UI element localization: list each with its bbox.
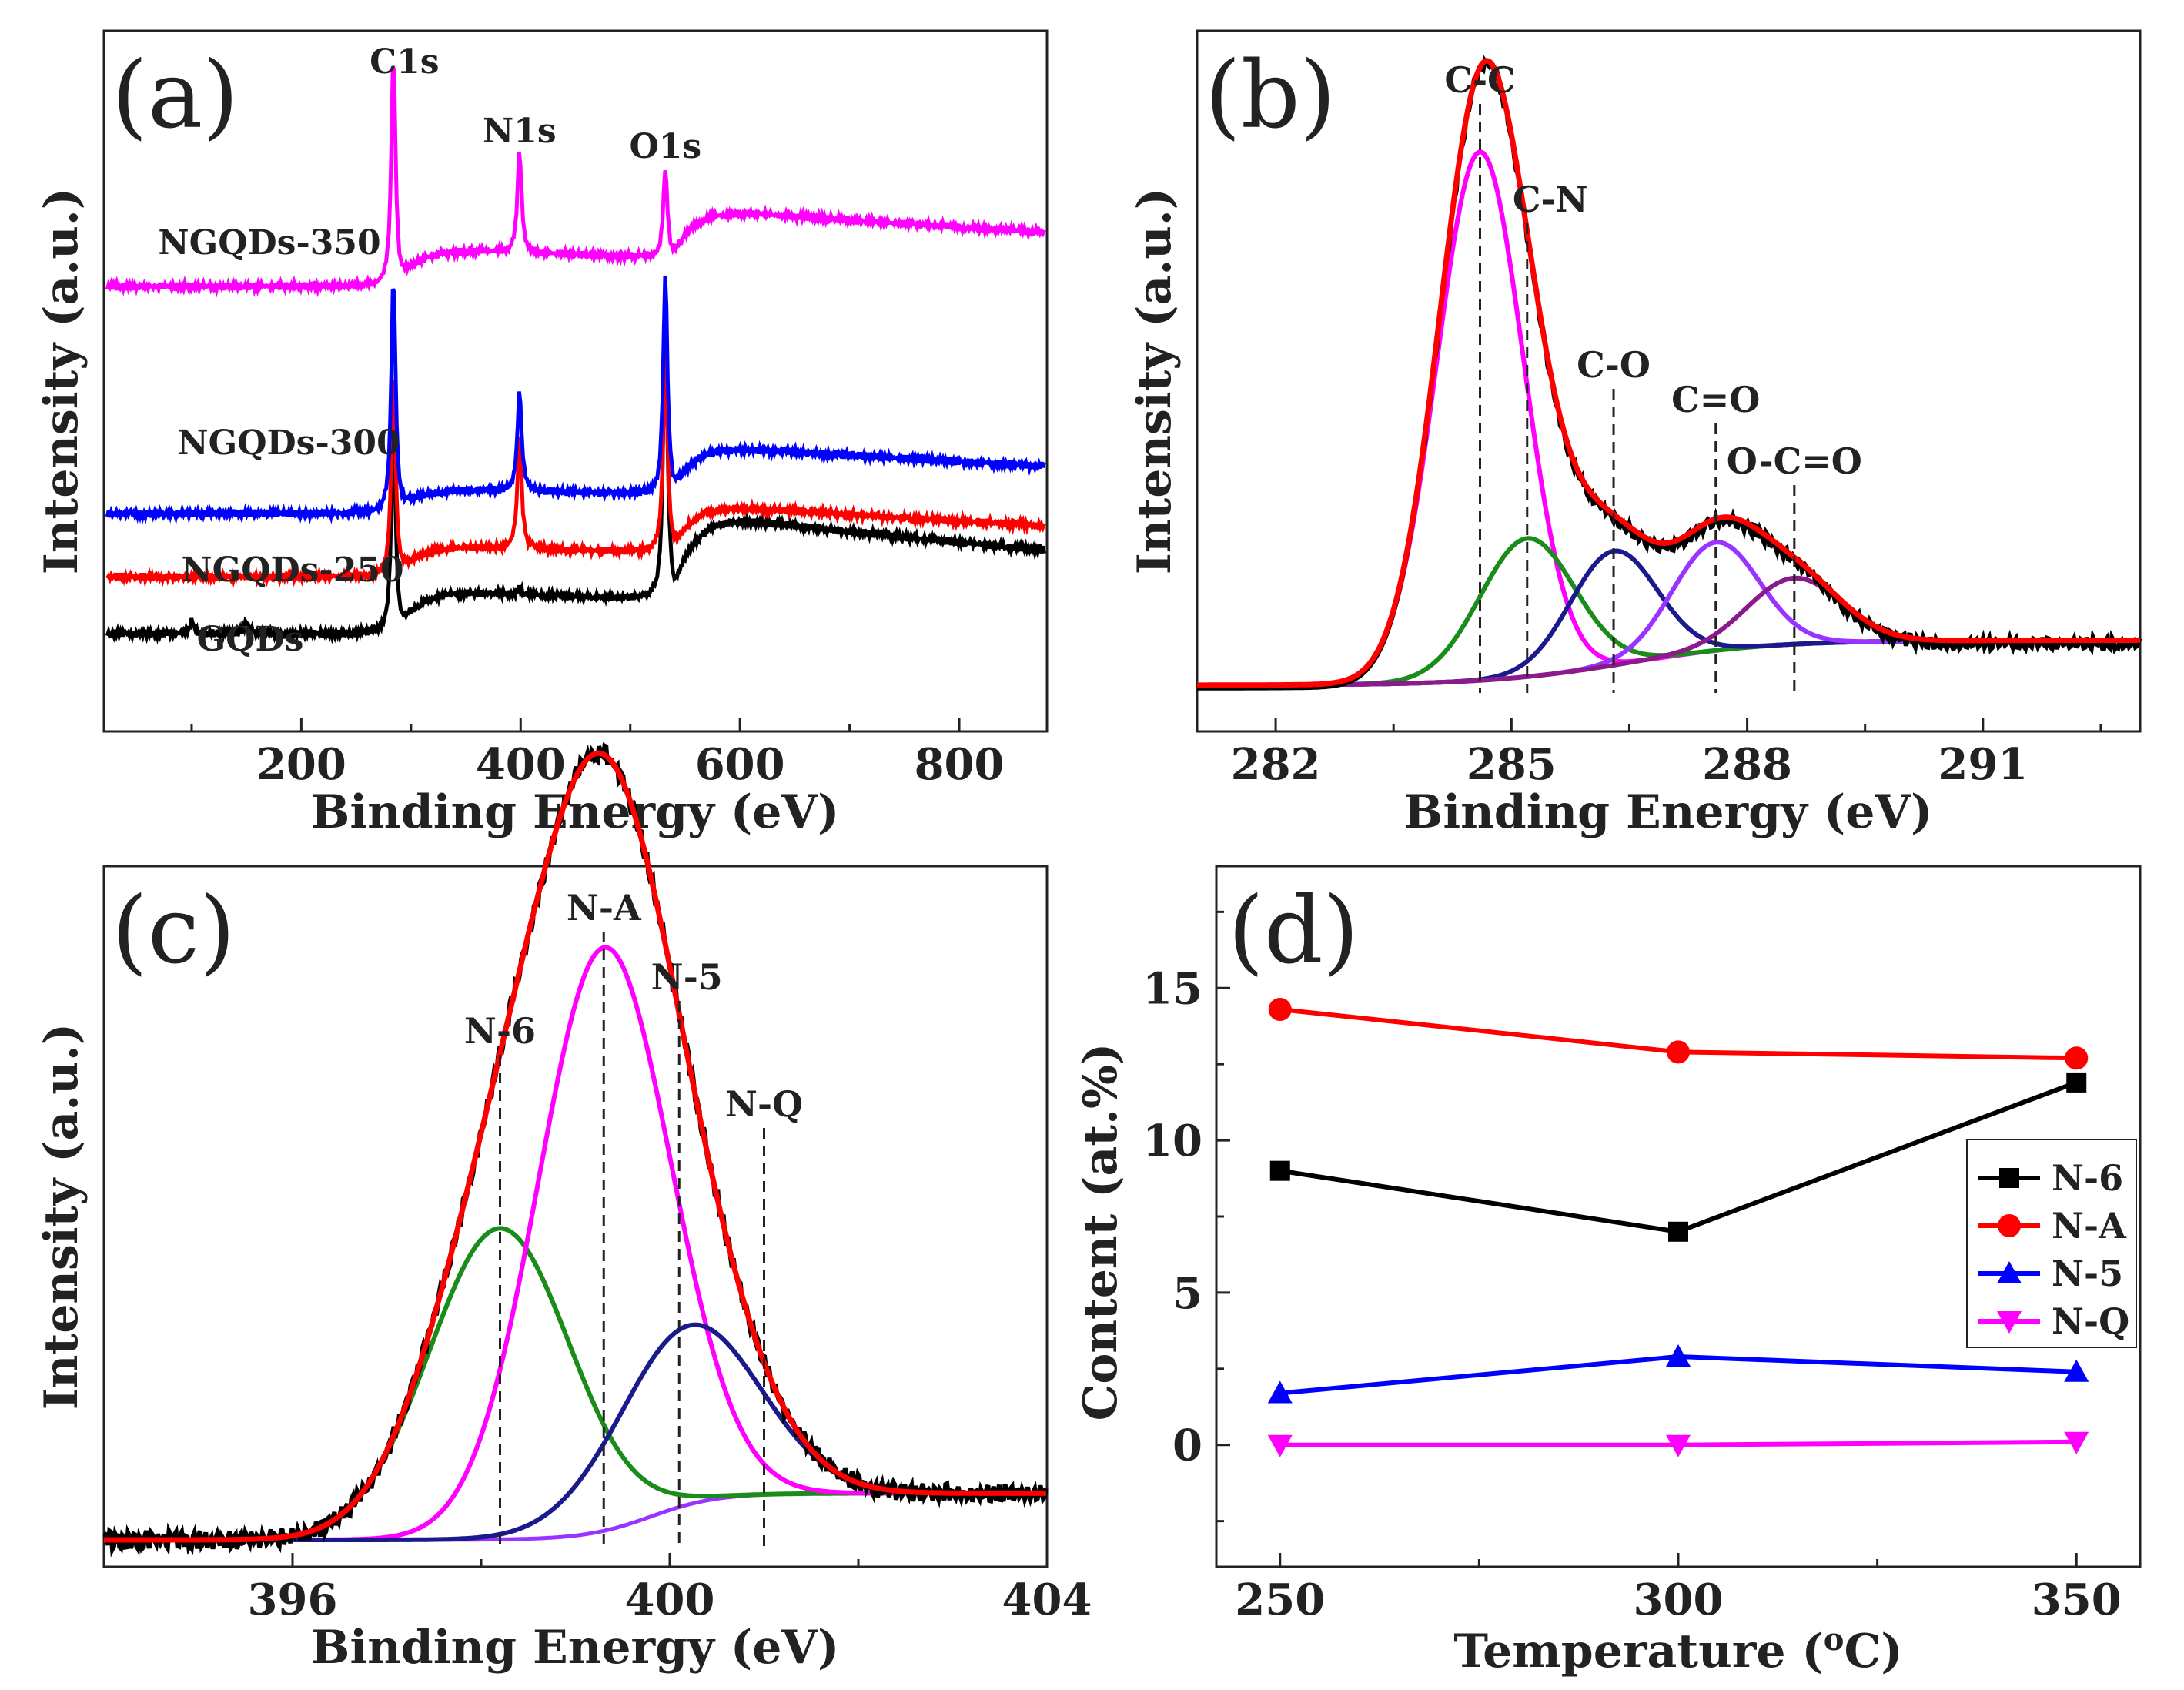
panel-d-label: (d)	[1228, 878, 1359, 985]
panel-b-ylabel: Intensity (a.u.)	[1128, 188, 1182, 574]
legend-box	[1966, 1139, 2137, 1348]
panel-d-marker-N-6	[2066, 1072, 2087, 1093]
panel-d-marker-N-A	[1268, 997, 1292, 1021]
panel-d: (d) 250 300 350 0 5 10 15 N-6 N-A N-5 N-Q Tempera…	[1074, 865, 2142, 1678]
panel-a-frame	[102, 29, 1049, 733]
panel-b-xlabel: Binding Energy (eV)	[1404, 785, 1933, 839]
panel-d-marker-N-6	[1269, 1160, 1290, 1181]
panel-a-peak-label: N1s	[483, 112, 557, 151]
panel-a-xtick-label: 400	[476, 739, 566, 790]
panel-a-xtick-label: 200	[256, 739, 346, 790]
panel-a-series-GQDs	[105, 317, 1046, 645]
panel-b-peak-label: C-O	[1577, 344, 1651, 386]
panel-c-xtick-label: 396	[248, 1575, 338, 1625]
panel-c-frame	[102, 865, 1049, 1568]
panel-d-ylabel: Content (at.%)	[1074, 1043, 1128, 1421]
panel-b-xtick-label: 291	[1938, 739, 2028, 790]
panel-d-marker-N-5	[2064, 1359, 2089, 1382]
panel-c-ylabel: Intensity (a.u.)	[35, 1023, 89, 1410]
panel-a-series-label: NGQDs-300	[177, 423, 400, 463]
panel-c-peak-label: N-5	[651, 956, 723, 998]
legend-label-N-5: N-5	[2052, 1253, 2123, 1294]
panel-b-frame	[1196, 29, 2142, 733]
panel-d-marker-N-Q	[1267, 1434, 1293, 1457]
panel-d-line-N-6	[1279, 1080, 2078, 1234]
panel-a-peak-label: O1s	[629, 127, 701, 166]
panel-b-peak-label: C-C	[1444, 59, 1515, 101]
panel-b-envelope	[1197, 58, 2140, 688]
panel-d-marker-N-Q	[1666, 1434, 1691, 1457]
panel-d-xtick-label: 350	[2032, 1575, 2122, 1625]
panel-a-series-NGQDs-300	[105, 275, 1046, 525]
legend-marker-N-Q	[1997, 1311, 2022, 1334]
panel-b-peak-label: O-C=O	[1727, 440, 1862, 482]
panel-b-xtick-label: 282	[1231, 739, 1321, 790]
panel-d-xtick-label: 250	[1235, 1575, 1325, 1625]
panel-a-series-label: NGQDs-350	[158, 223, 380, 263]
panel-a-xlabel: Binding Energy (eV)	[311, 785, 840, 839]
legend-marker-N-A	[1998, 1214, 2021, 1237]
panel-c-xtick-label: 404	[1002, 1575, 1092, 1625]
panel-b-xtick-label: 288	[1702, 739, 1792, 790]
panel-a-xtick-label: 600	[695, 739, 785, 790]
panel-d-ytick-label: 5	[1172, 1268, 1202, 1319]
legend-label-N-6: N-6	[2052, 1157, 2123, 1199]
panel-d-marker-N-Q	[2064, 1431, 2089, 1454]
panel-c-xlabel: Binding Energy (eV)	[311, 1621, 840, 1675]
panel-d-marker-N-5	[1267, 1380, 1293, 1404]
panel-d-marker-N-A	[2065, 1046, 2089, 1070]
panel-a-series-label: GQDs	[197, 620, 304, 659]
panel-d-xlabel: Temperature (oC)	[1453, 1621, 1902, 1678]
panel-c: (c) 396 400 404 N-6 N-AN-5 N-Q Binding Energ…	[35, 742, 1092, 1675]
legend-label-N-Q: N-Q	[2052, 1300, 2129, 1342]
panel-d-ytick-label: 0	[1172, 1421, 1202, 1471]
panel-b: (b) 282 285 288 291 C-C C-N C-O C=O O-C=O Bindi…	[1128, 29, 2142, 839]
panel-b-component-C=O	[1197, 540, 2140, 688]
panel-c-label: (c)	[112, 878, 236, 985]
panel-b-peak-label: C=O	[1671, 379, 1760, 420]
panel-d-marker-N-A	[1667, 1040, 1690, 1064]
legend-marker-N-6	[1999, 1168, 2019, 1188]
legend-label-N-A: N-A	[2052, 1205, 2127, 1247]
panel-d-ytick-label: 15	[1142, 963, 1202, 1014]
panel-d-xtick-label: 300	[1634, 1575, 1724, 1625]
panel-a-series-NGQDs-350	[105, 65, 1046, 298]
panel-d-ytick-label: 10	[1142, 1116, 1202, 1166]
panel-c-component-N-A	[104, 945, 1046, 1542]
panel-c-peak-label: N-A	[567, 887, 642, 929]
panel-b-peak-label: C-N	[1513, 179, 1588, 220]
panel-c-peak-label: N-Q	[725, 1083, 803, 1125]
panel-b-xtick-label: 285	[1467, 739, 1557, 790]
panel-a: (a) 200 400 600 800 C1s N1s O1s GQDs NGQDs-250…	[35, 29, 1049, 839]
panel-c-envelope	[104, 750, 1046, 1543]
panel-a-ylabel: Intensity (a.u.)	[35, 188, 89, 574]
panel-c-raw	[102, 742, 1049, 1558]
panel-a-label: (a)	[112, 42, 239, 149]
panel-b-component-C-O	[1197, 548, 2140, 688]
panel-a-peak-label: C1s	[370, 42, 439, 82]
panel-a-xtick-label: 800	[915, 739, 1005, 790]
panel-a-series-NGQDs-250	[105, 346, 1046, 588]
panel-d-marker-N-6	[1668, 1221, 1688, 1242]
panel-d-marker-N-5	[1666, 1344, 1691, 1367]
panel-a-series-label: NGQDs-250	[181, 551, 403, 590]
panel-c-peak-label: N-6	[464, 1010, 536, 1052]
panel-b-label: (b)	[1205, 42, 1336, 149]
legend-marker-N-5	[1997, 1261, 2022, 1283]
panel-d-legend: N-6 N-A N-5 N-Q	[1966, 1139, 2137, 1348]
panel-b-component-C-N	[1197, 536, 2140, 688]
panel-c-xtick-label: 400	[625, 1575, 715, 1625]
